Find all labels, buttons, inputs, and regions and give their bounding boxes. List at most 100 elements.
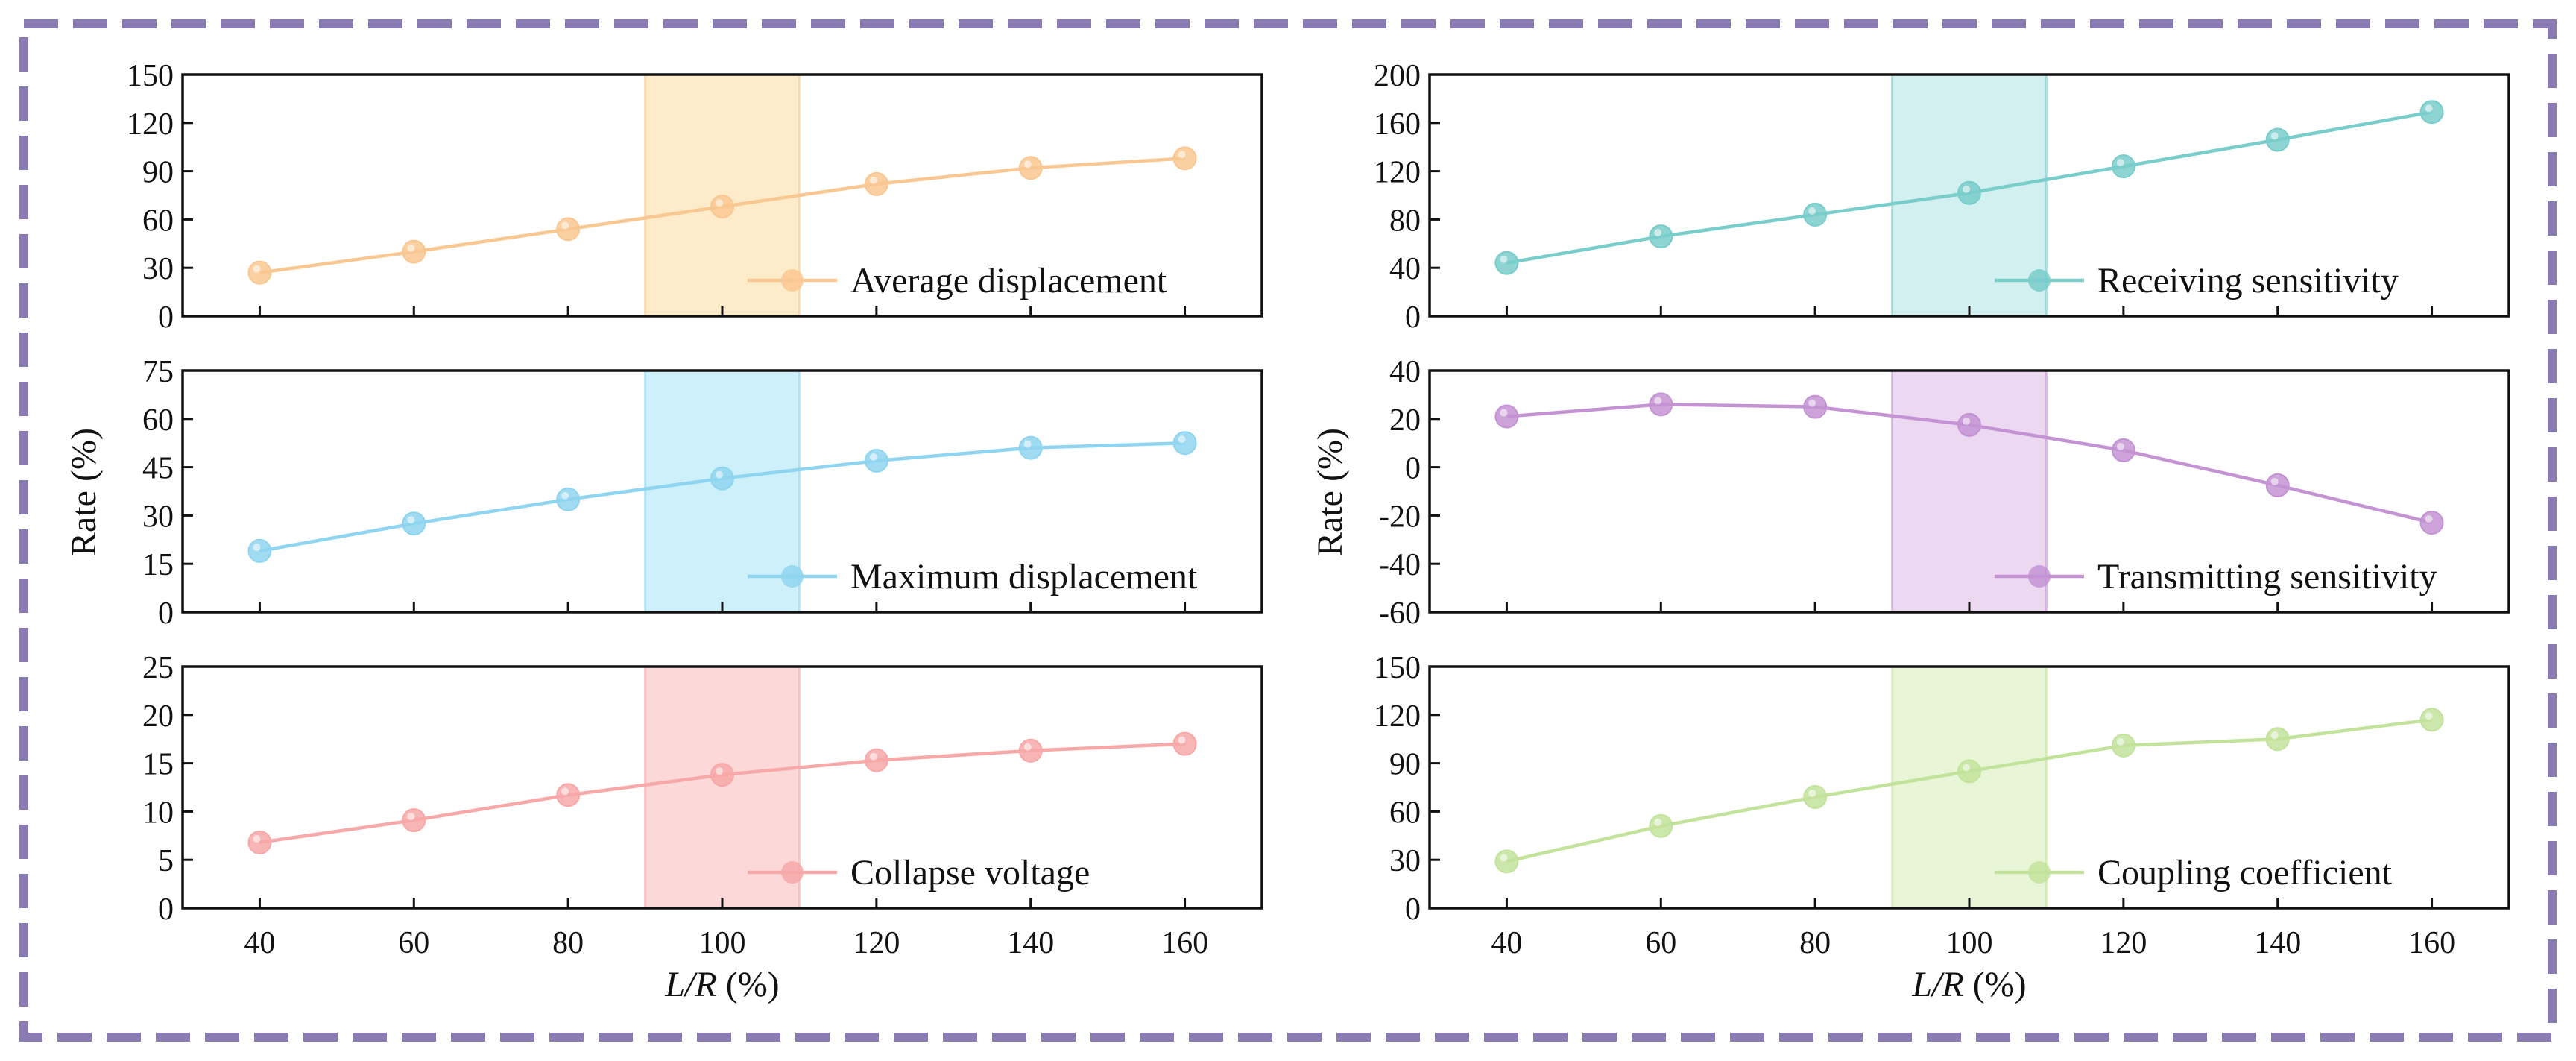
x-tick-label: 120 [2100, 926, 2147, 960]
legend-marker [781, 861, 804, 884]
data-point [247, 830, 272, 854]
data-point-highlight [407, 813, 415, 821]
x-tick-label: 100 [1946, 926, 1993, 960]
y-tick-label: 0 [1405, 452, 1421, 486]
data-point [1494, 849, 1519, 874]
y-tick-label: 90 [1389, 748, 1421, 782]
data-point [1018, 435, 1043, 460]
x-axis-title: L/R (%) [1911, 965, 2026, 1004]
y-tick-label: 160 [1374, 107, 1421, 142]
data-point-highlight [2270, 132, 2279, 140]
y-tick-label: 0 [158, 300, 174, 335]
legend-label: Transmitting sensitivity [2097, 557, 2437, 596]
data-point-highlight [1654, 397, 1662, 405]
data-point-highlight [253, 543, 261, 551]
y-tick-label: 60 [142, 403, 174, 438]
data-point-highlight [2425, 712, 2433, 720]
data-point [247, 538, 272, 563]
axes-frame [181, 369, 1263, 614]
data-point [1803, 784, 1828, 809]
data-point-highlight [1023, 743, 1032, 751]
chart-receiving-sensitivity: 0 40 80 120 160 200 Receiving sensitivity [1374, 59, 2510, 335]
legend-marker [781, 565, 804, 588]
y-tick-label: 45 [142, 452, 174, 486]
legend-marker [2028, 269, 2051, 292]
y-tick-label: 30 [1389, 844, 1421, 878]
data-point [556, 217, 581, 242]
data-point-highlight [1023, 160, 1032, 169]
y-tick-label: 80 [1389, 204, 1421, 238]
data-point [556, 487, 581, 511]
legend-label: Maximum displacement [850, 557, 1198, 596]
data-point [2265, 727, 2290, 752]
x-tick-label: 160 [2408, 926, 2455, 960]
data-point [864, 448, 888, 473]
highlight-band [645, 667, 800, 908]
y-tick-label: 40 [1389, 355, 1421, 389]
data-point-highlight [1963, 185, 1970, 193]
data-point [2265, 127, 2290, 152]
legend-marker [2028, 565, 2051, 588]
legend-label: Receiving sensitivity [2097, 261, 2399, 300]
data-point-highlight [1963, 417, 1970, 425]
x-tick-label: 60 [398, 926, 429, 960]
data-point [2265, 473, 2290, 497]
data-point [1172, 431, 1197, 456]
data-point-highlight [1178, 435, 1186, 444]
data-point [1172, 146, 1197, 171]
y-tick-label: 200 [1374, 59, 1421, 93]
data-point [864, 171, 888, 196]
data-point-highlight [2425, 515, 2433, 523]
data-point [1957, 412, 1981, 437]
data-point [710, 195, 734, 219]
data-point [864, 748, 888, 772]
data-point [2419, 511, 2444, 535]
y-tick-label: 90 [142, 156, 174, 190]
axes-frame [1428, 369, 2510, 614]
x-tick-label: 100 [699, 926, 746, 960]
data-point-highlight [2425, 104, 2433, 113]
data-point [1957, 759, 1981, 784]
data-point [247, 260, 272, 285]
x-tick-label: 40 [1491, 926, 1522, 960]
legend-marker [781, 269, 804, 292]
data-point [1018, 156, 1043, 180]
data-point-highlight [561, 221, 569, 230]
highlight-band [1892, 667, 2047, 908]
y-tick-label: -20 [1379, 500, 1421, 534]
data-point-highlight [716, 199, 723, 207]
data-point-highlight [407, 516, 415, 524]
data-point-highlight [1808, 207, 1816, 215]
x-tick-label: 160 [1161, 926, 1208, 960]
data-point-highlight [2116, 442, 2124, 450]
data-point [1172, 731, 1197, 756]
y-tick-label: 150 [127, 59, 174, 93]
data-point [1649, 813, 1673, 838]
y-axis-title: Rate (%) [1310, 428, 1350, 556]
chart-transmitting-sensitivity: -60 -40 -20 0 20 40 Transmitting sensitivity [1379, 355, 2510, 631]
y-tick-label: 0 [158, 892, 174, 927]
x-tick-label: 40 [244, 926, 275, 960]
chart-maximum-displacement: 0 15 30 45 60 75 Maximum displacement [142, 355, 1263, 631]
data-point [1649, 224, 1673, 249]
data-point-highlight [2116, 159, 2124, 167]
x-tick-label: 80 [552, 926, 584, 960]
data-point [1803, 202, 1828, 227]
data-point-highlight [253, 834, 261, 843]
y-tick-label: 120 [1374, 699, 1421, 734]
data-point-highlight [2116, 737, 2124, 746]
y-tick-label: 30 [142, 252, 174, 286]
data-point [710, 466, 734, 491]
legend-label: Average displacement [850, 261, 1167, 300]
x-tick-label: 140 [2254, 926, 2301, 960]
y-tick-label: 60 [142, 204, 174, 238]
y-tick-label: 75 [142, 355, 174, 389]
y-tick-label: 15 [142, 548, 174, 582]
data-point-highlight [869, 453, 877, 461]
data-point-highlight [2270, 731, 2279, 740]
y-tick-label: 0 [1405, 300, 1421, 335]
y-tick-label: 60 [1389, 796, 1421, 830]
data-point-highlight [253, 265, 261, 273]
data-point-highlight [561, 491, 569, 500]
